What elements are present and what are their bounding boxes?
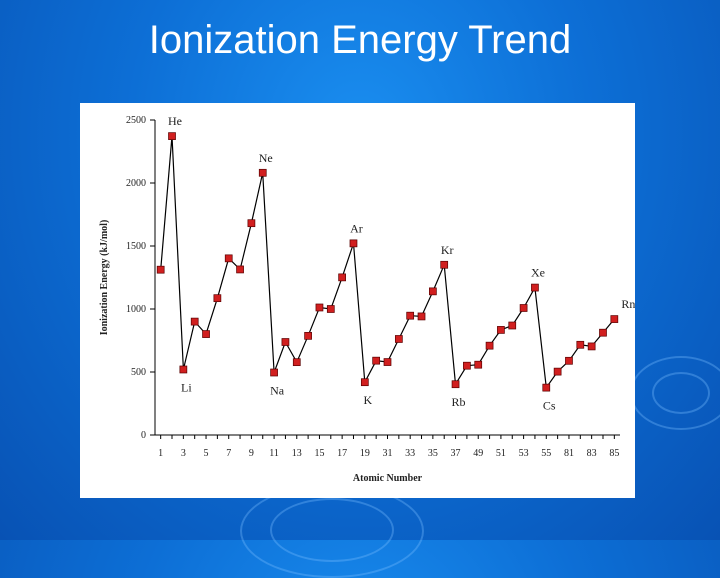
data-point [315, 303, 324, 312]
x-tick-label: 33 [405, 448, 415, 459]
x-tick-label: 15 [314, 448, 324, 459]
x-tick-label: 37 [451, 448, 461, 459]
data-point [474, 360, 483, 369]
element-label-li: Li [181, 380, 192, 394]
y-tick-label: 2500 [126, 115, 146, 126]
data-point [576, 340, 585, 349]
x-tick-label: 13 [292, 448, 302, 459]
element-label-xe: Xe [531, 266, 545, 280]
data-point [587, 342, 596, 351]
x-axis-label: Atomic Number [353, 473, 423, 484]
slide-title: Ionization Energy Trend [148, 18, 572, 62]
data-point [224, 254, 233, 263]
x-tick-label: 55 [541, 448, 551, 459]
data-point [406, 311, 415, 320]
data-point [236, 265, 244, 274]
x-tick-label: 85 [609, 448, 619, 459]
data-point [463, 361, 471, 370]
x-tick-label: 19 [360, 448, 370, 459]
y-tick-label: 1500 [126, 241, 146, 252]
chart-panel: 0 500 1000 1500 2000 2500 1 3 5 7 9 11 13 15 17 19 31 33 3… [80, 103, 635, 498]
data-point [519, 304, 528, 312]
x-tick-label: 31 [383, 448, 393, 459]
data-point [394, 335, 403, 343]
data-point [156, 265, 165, 274]
data-point [372, 356, 381, 365]
element-label-ne: Ne [259, 151, 273, 165]
x-tick-label: 17 [337, 448, 347, 459]
data-point [179, 365, 188, 374]
element-label-ar: Ar [350, 221, 363, 235]
element-label-k: K [363, 393, 372, 407]
data-point [168, 132, 176, 140]
y-tick-label: 1000 [126, 304, 146, 315]
data-point [292, 358, 301, 367]
y-tick-label: 500 [131, 367, 146, 378]
x-tick-label: 83 [587, 448, 597, 459]
data-point [497, 326, 505, 334]
data-point [190, 317, 199, 326]
ripple [240, 484, 424, 578]
data-point [202, 330, 210, 338]
x-tick-label: 35 [428, 448, 438, 459]
x-tick-label: 11 [269, 448, 279, 459]
x-tick-label: 3 [181, 448, 186, 459]
y-tick-label: 0 [141, 430, 146, 441]
data-point [485, 341, 494, 350]
data-point [258, 168, 267, 177]
data-point [383, 358, 392, 366]
data-point [417, 312, 426, 321]
data-point [349, 239, 358, 248]
y-tick-label: 2000 [126, 178, 146, 189]
data-point [542, 383, 551, 392]
data-point [360, 378, 369, 387]
element-label-rn: Rn [621, 297, 635, 311]
data-point [553, 367, 562, 376]
element-label-kr: Kr [441, 243, 454, 257]
x-tick-label: 5 [204, 448, 209, 459]
data-point [326, 305, 335, 313]
data-point [429, 287, 437, 296]
ripple [630, 356, 720, 430]
data-point [599, 328, 607, 337]
data-point [270, 368, 278, 377]
data-point [610, 315, 619, 323]
data-point [281, 338, 290, 346]
x-tick-label: 53 [519, 448, 529, 459]
data-point [451, 380, 460, 389]
element-label-he: He [168, 114, 182, 128]
element-label-cs: Cs [543, 399, 556, 413]
y-axis-label: Ionization Energy (kJ/mol) [99, 220, 110, 336]
data-point [565, 356, 573, 365]
x-tick-label: 81 [564, 448, 574, 459]
data-point [304, 331, 312, 340]
element-label-rb: Rb [452, 395, 466, 409]
element-label-na: Na [270, 384, 285, 398]
data-point [531, 283, 539, 292]
data-point [247, 219, 256, 228]
data-point [213, 294, 222, 303]
data-point [508, 321, 517, 330]
x-tick-label: 1 [158, 448, 163, 459]
x-tick-label: 7 [226, 448, 231, 459]
x-tick-label: 49 [473, 448, 483, 459]
data-point [338, 273, 346, 282]
x-tick-label: 9 [249, 448, 254, 459]
data-point [440, 260, 449, 269]
x-tick-label: 51 [496, 448, 506, 459]
